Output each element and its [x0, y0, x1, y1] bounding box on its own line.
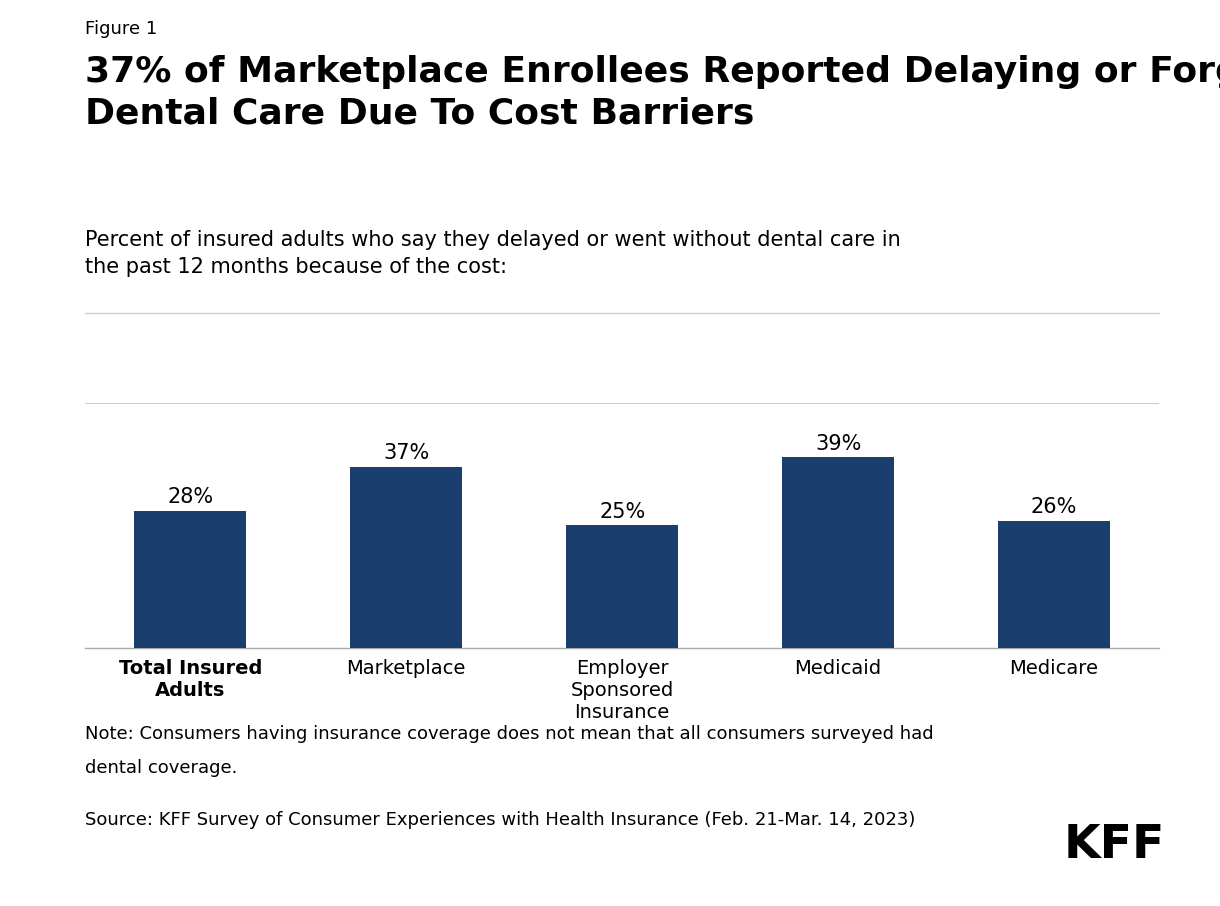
Bar	[782, 457, 894, 648]
Text: Note: Consumers having insurance coverage does not mean that all consumers surve: Note: Consumers having insurance coverag…	[85, 725, 935, 743]
Text: Source: KFF Survey of Consumer Experiences with Health Insurance (Feb. 21-Mar. 1: Source: KFF Survey of Consumer Experienc…	[85, 811, 916, 829]
Bar	[998, 521, 1110, 648]
Bar	[134, 511, 246, 648]
Text: dental coverage.: dental coverage.	[85, 759, 238, 777]
Text: 25%: 25%	[599, 502, 645, 522]
Text: 37%: 37%	[383, 443, 429, 463]
Text: 28%: 28%	[167, 487, 214, 507]
Text: Figure 1: Figure 1	[85, 20, 157, 38]
Text: 26%: 26%	[1031, 497, 1077, 517]
Bar	[566, 525, 678, 648]
Text: 37% of Marketplace Enrollees Reported Delaying or Forgoing
Dental Care Due To Co: 37% of Marketplace Enrollees Reported De…	[85, 55, 1220, 130]
Text: Percent of insured adults who say they delayed or went without dental care in
th: Percent of insured adults who say they d…	[85, 230, 902, 276]
Text: KFF: KFF	[1064, 823, 1165, 868]
Text: 39%: 39%	[815, 434, 861, 454]
Bar	[350, 467, 462, 648]
